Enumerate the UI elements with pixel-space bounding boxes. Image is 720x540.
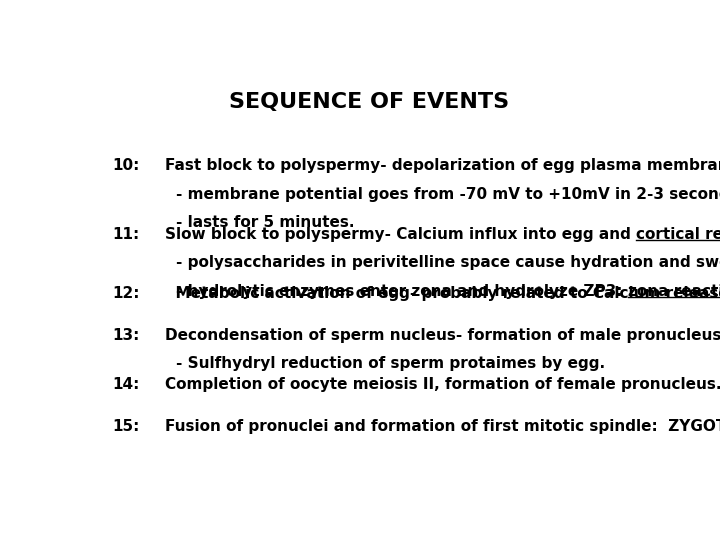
Text: - lasts for 5 minutes.: - lasts for 5 minutes. <box>176 215 355 230</box>
Text: cortical reaction: cortical reaction <box>636 227 720 242</box>
Text: 11:: 11: <box>112 227 140 242</box>
Text: - membrane potential goes from -70 mV to +10mV in 2-3 seconds.: - membrane potential goes from -70 mV to… <box>176 187 720 201</box>
Text: 15:: 15: <box>112 419 140 434</box>
Text: Decondensation of sperm nucleus- formation of male pronucleus.: Decondensation of sperm nucleus- formati… <box>166 328 720 342</box>
Text: Fast block to polyspermy- depolarization of egg plasma membrane.: Fast block to polyspermy- depolarization… <box>166 158 720 173</box>
Text: Completion of oocyte meiosis II, formation of female pronucleus.: Completion of oocyte meiosis II, formati… <box>166 377 720 393</box>
Text: - hydrolytic enzymes enter zona and hydrolyze ZP3:: - hydrolytic enzymes enter zona and hydr… <box>176 284 629 299</box>
Text: 14:: 14: <box>112 377 140 393</box>
Text: zona reaction: zona reaction <box>629 284 720 299</box>
Text: 10:: 10: <box>112 158 140 173</box>
Text: SEQUENCE OF EVENTS: SEQUENCE OF EVENTS <box>229 92 509 112</box>
Text: Slow block to polyspermy- Calcium influx into egg and: Slow block to polyspermy- Calcium influx… <box>166 227 636 242</box>
Text: Metabolic activation of egg- probably related to Calcium release.: Metabolic activation of egg- probably re… <box>166 286 720 301</box>
Text: 12:: 12: <box>112 286 140 301</box>
Text: 13:: 13: <box>112 328 140 342</box>
Text: Fusion of pronuclei and formation of first mitotic spindle:  ZYGOTE.: Fusion of pronuclei and formation of fir… <box>166 419 720 434</box>
Text: - polysaccharides in perivitelline space cause hydration and swelling.: - polysaccharides in perivitelline space… <box>176 255 720 270</box>
Text: - Sulfhydryl reduction of sperm protaimes by egg.: - Sulfhydryl reduction of sperm protaime… <box>176 356 606 371</box>
